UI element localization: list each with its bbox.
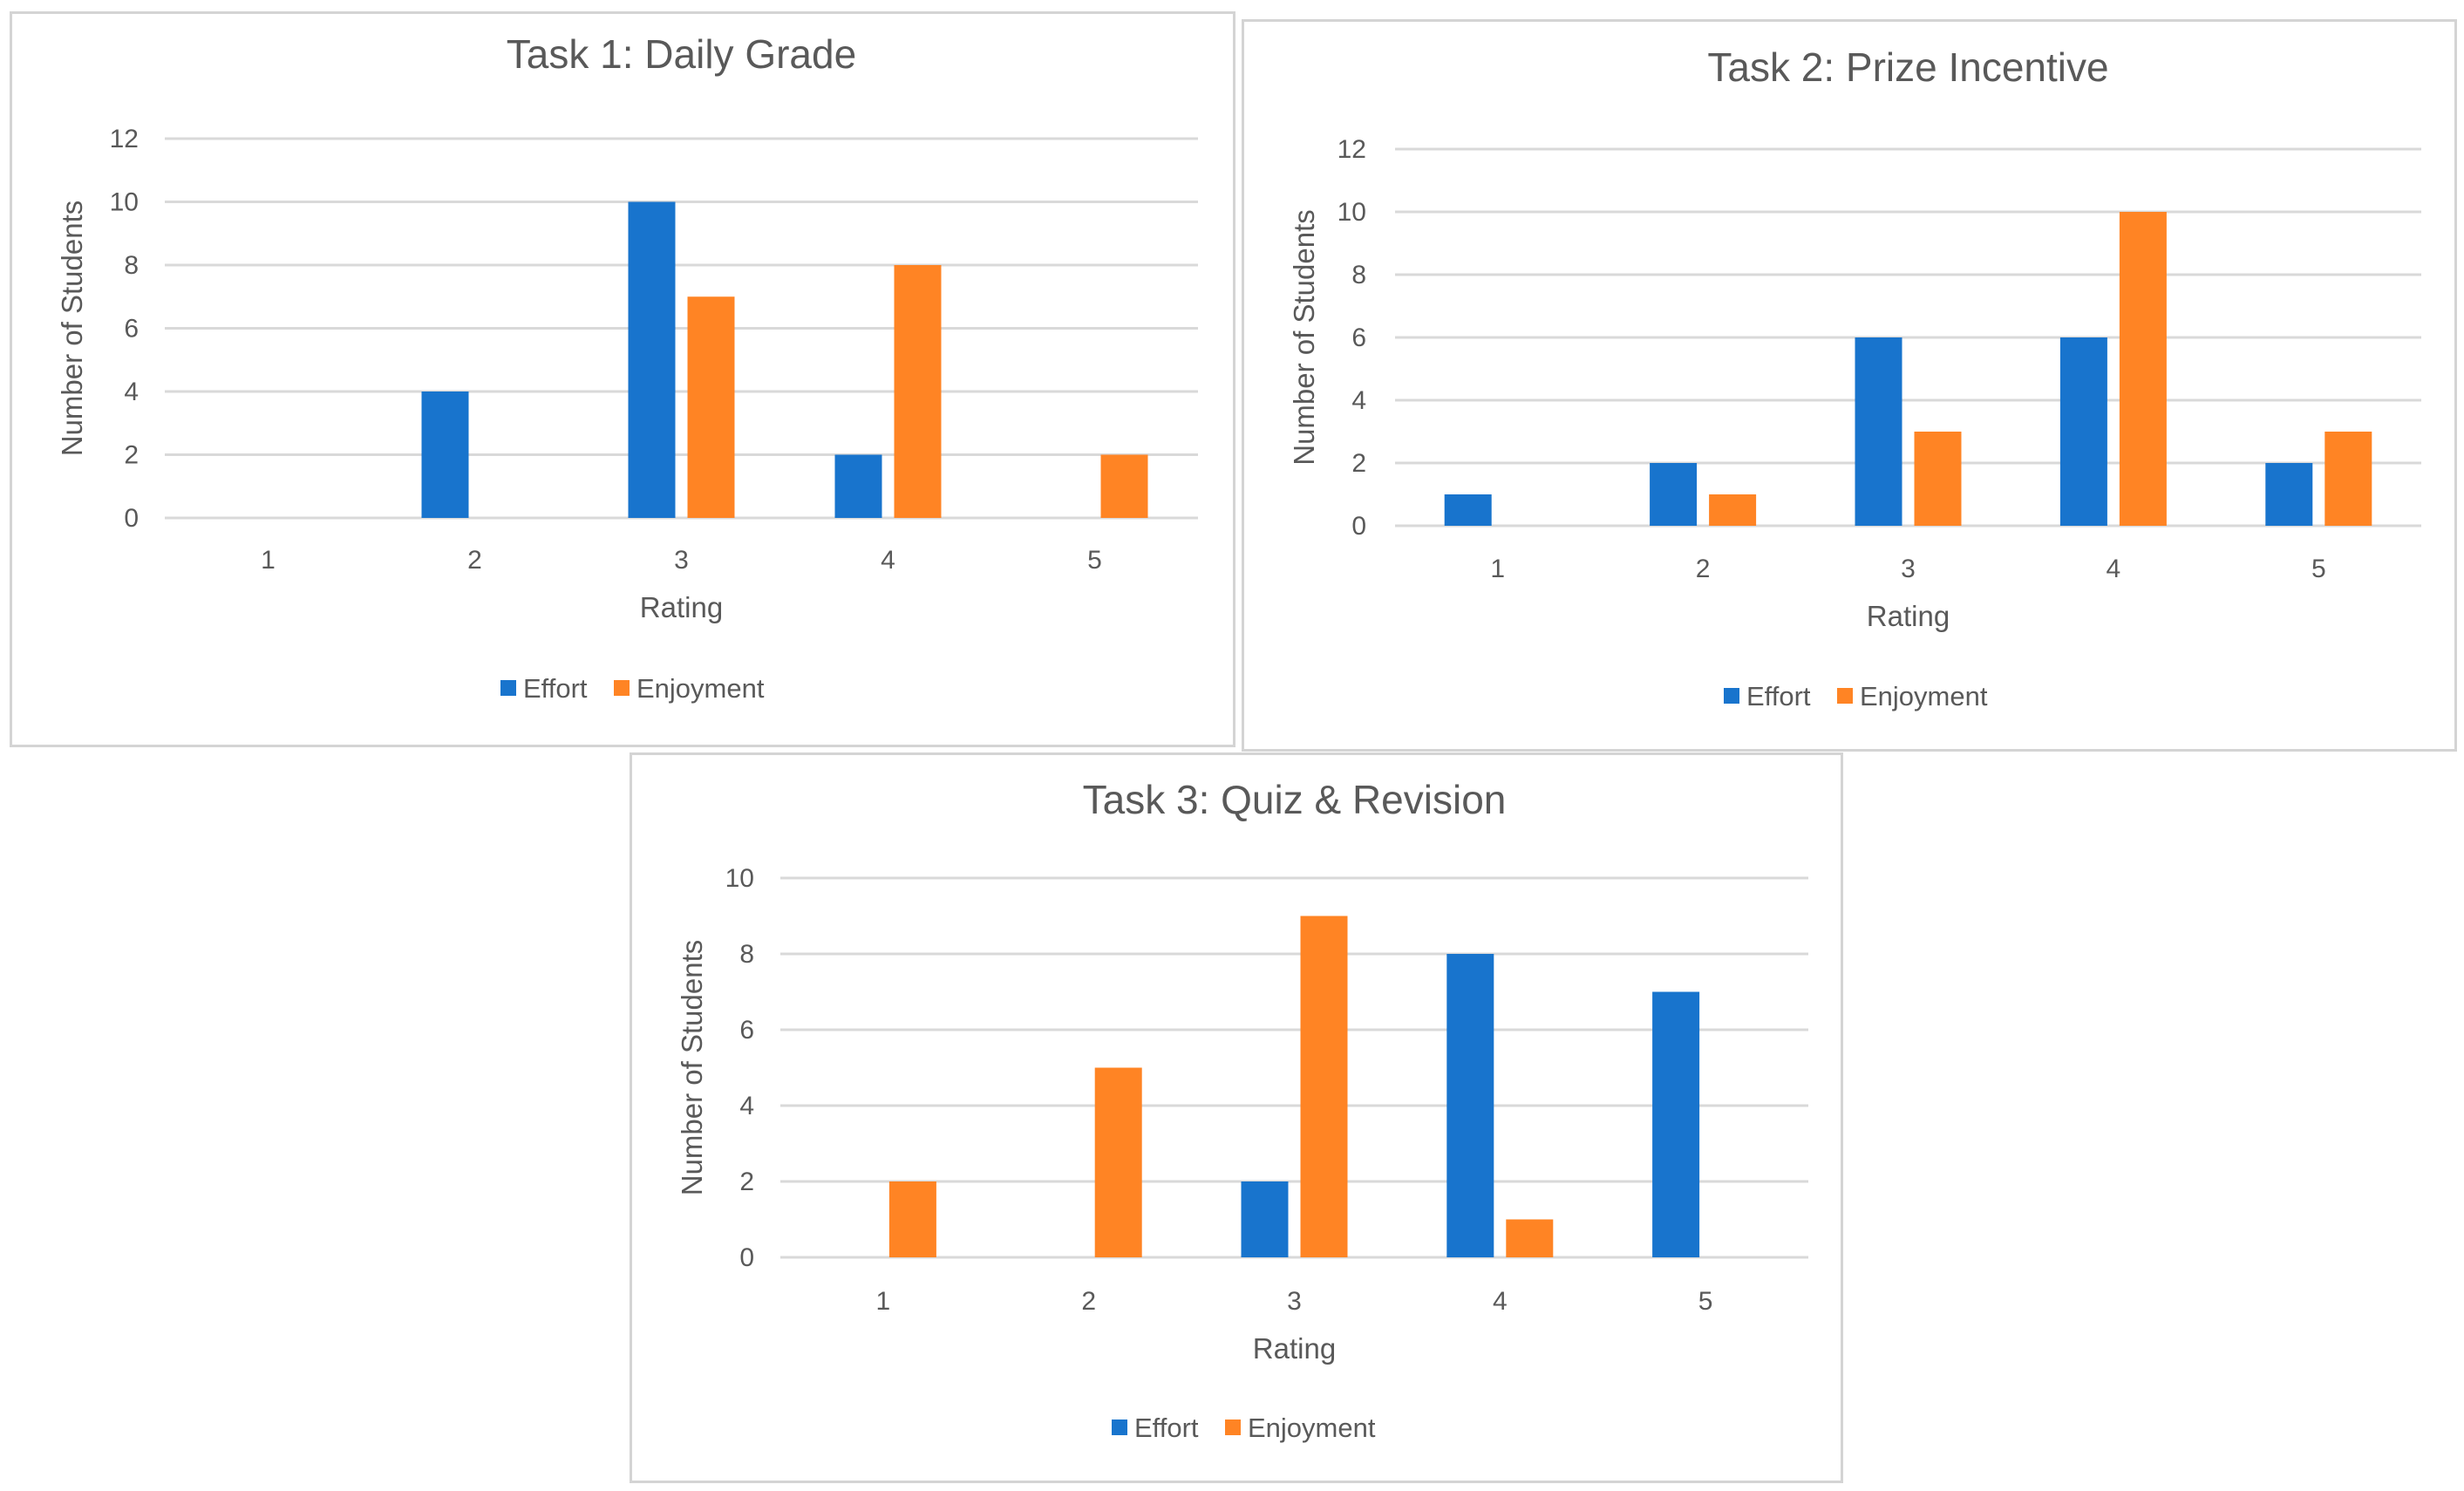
bar-effort-rating-3 (628, 201, 676, 518)
legend-swatch-enjoyment (614, 680, 630, 696)
y-tick-label: 0 (1351, 512, 1366, 541)
legend-label-effort: Effort (523, 673, 588, 704)
bar-enjoyment-rating-2 (1094, 1067, 1142, 1257)
y-axis-title: Number of Students (1288, 209, 1320, 466)
x-tick-label: 2 (1081, 1287, 1096, 1316)
y-tick-label: 0 (739, 1243, 754, 1272)
legend-label-enjoyment: Enjoyment (1860, 681, 1988, 711)
y-tick-label: 6 (739, 1016, 754, 1045)
y-axis-title: Number of Students (56, 201, 88, 457)
chart-title: Task 1: Daily Grade (507, 31, 856, 77)
y-tick-label: 10 (110, 188, 139, 217)
bar-enjoyment-rating-5 (2324, 432, 2372, 526)
y-tick-label: 2 (739, 1168, 754, 1196)
bar-effort-rating-4 (1446, 954, 1494, 1257)
bar-effort-rating-4 (2059, 337, 2107, 526)
bar-effort-rating-2 (421, 391, 469, 518)
x-tick-label: 5 (1698, 1287, 1713, 1316)
x-tick-label: 2 (467, 546, 482, 575)
legend-swatch-enjoyment (1225, 1420, 1241, 1435)
legend-label-enjoyment: Enjoyment (636, 673, 765, 704)
chart-panel-task-3: Task 3: Quiz & Revision 0 2 4 6 8 10 1 2 3 4 5 Ratin… (630, 752, 1843, 1483)
y-tick-label: 4 (124, 378, 139, 406)
x-tick-label: 1 (876, 1287, 891, 1316)
y-tick-label: 2 (1351, 449, 1366, 478)
legend-swatch-enjoyment (1837, 688, 1853, 704)
x-tick-label: 1 (1490, 555, 1505, 583)
y-tick-label: 6 (124, 315, 139, 344)
x-tick-label: 3 (674, 546, 689, 575)
y-tick-label: 12 (110, 125, 139, 153)
legend-swatch-effort (1724, 688, 1739, 704)
x-tick-label: 2 (1696, 555, 1711, 583)
bar-enjoyment-rating-5 (1100, 454, 1148, 518)
bar-enjoyment-rating-4 (2119, 212, 2167, 526)
bar-effort-rating-3 (1241, 1181, 1289, 1257)
y-tick-label: 12 (1338, 135, 1366, 164)
chart-title: Task 3: Quiz & Revision (1083, 777, 1507, 822)
bar-effort-rating-5 (1652, 991, 1700, 1257)
bar-effort-rating-4 (834, 454, 882, 518)
x-tick-label: 5 (1087, 546, 1102, 575)
y-tick-label: 10 (725, 864, 754, 893)
y-tick-label: 8 (1351, 261, 1366, 289)
y-tick-label: 2 (124, 441, 139, 470)
bar-enjoyment-rating-3 (687, 296, 735, 518)
x-axis-title: Rating (1867, 600, 1950, 632)
chart-panel-task-1: Task 1: Daily Grade 0 2 4 6 8 10 12 1 2 3 4 5 Rating N… (10, 11, 1235, 747)
y-tick-label: 6 (1351, 323, 1366, 352)
bar-effort-rating-3 (1855, 337, 1902, 526)
y-tick-label: 4 (739, 1092, 754, 1120)
legend-label-effort: Effort (1134, 1413, 1199, 1443)
x-axis-title: Rating (1253, 1332, 1336, 1365)
y-axis-title: Number of Students (676, 940, 708, 1196)
legend-label-effort: Effort (1746, 681, 1811, 711)
legend-label-enjoyment: Enjoyment (1248, 1413, 1376, 1443)
x-tick-label: 4 (881, 546, 895, 575)
y-tick-label: 4 (1351, 386, 1366, 415)
legend-swatch-effort (1112, 1420, 1127, 1435)
bar-enjoyment-rating-3 (1300, 916, 1348, 1257)
chart-panel-task-2: Task 2: Prize Incentive 0 2 4 6 8 10 12 1 2 3 4 5 Rat… (1242, 19, 2457, 752)
bar-enjoyment-rating-3 (1914, 432, 1962, 526)
x-tick-label: 4 (1493, 1287, 1508, 1316)
y-tick-label: 10 (1338, 198, 1366, 227)
x-tick-label: 1 (261, 546, 276, 575)
y-tick-label: 8 (739, 940, 754, 969)
bar-effort-rating-2 (1650, 463, 1698, 526)
x-tick-label: 3 (1901, 555, 1916, 583)
bar-enjoyment-rating-1 (888, 1181, 936, 1257)
x-axis-title: Rating (640, 591, 723, 623)
chart-title: Task 2: Prize Incentive (1707, 44, 2108, 90)
x-tick-label: 5 (2311, 555, 2326, 583)
y-tick-label: 0 (124, 504, 139, 533)
x-tick-label: 3 (1287, 1287, 1302, 1316)
bar-enjoyment-rating-4 (894, 265, 942, 518)
bar-effort-rating-1 (1444, 494, 1492, 526)
y-tick-label: 8 (124, 251, 139, 280)
bar-enjoyment-rating-4 (1506, 1219, 1554, 1257)
bar-enjoyment-rating-2 (1709, 494, 1757, 526)
x-tick-label: 4 (2107, 555, 2121, 583)
legend-swatch-effort (500, 680, 516, 696)
bar-effort-rating-5 (2265, 463, 2313, 526)
